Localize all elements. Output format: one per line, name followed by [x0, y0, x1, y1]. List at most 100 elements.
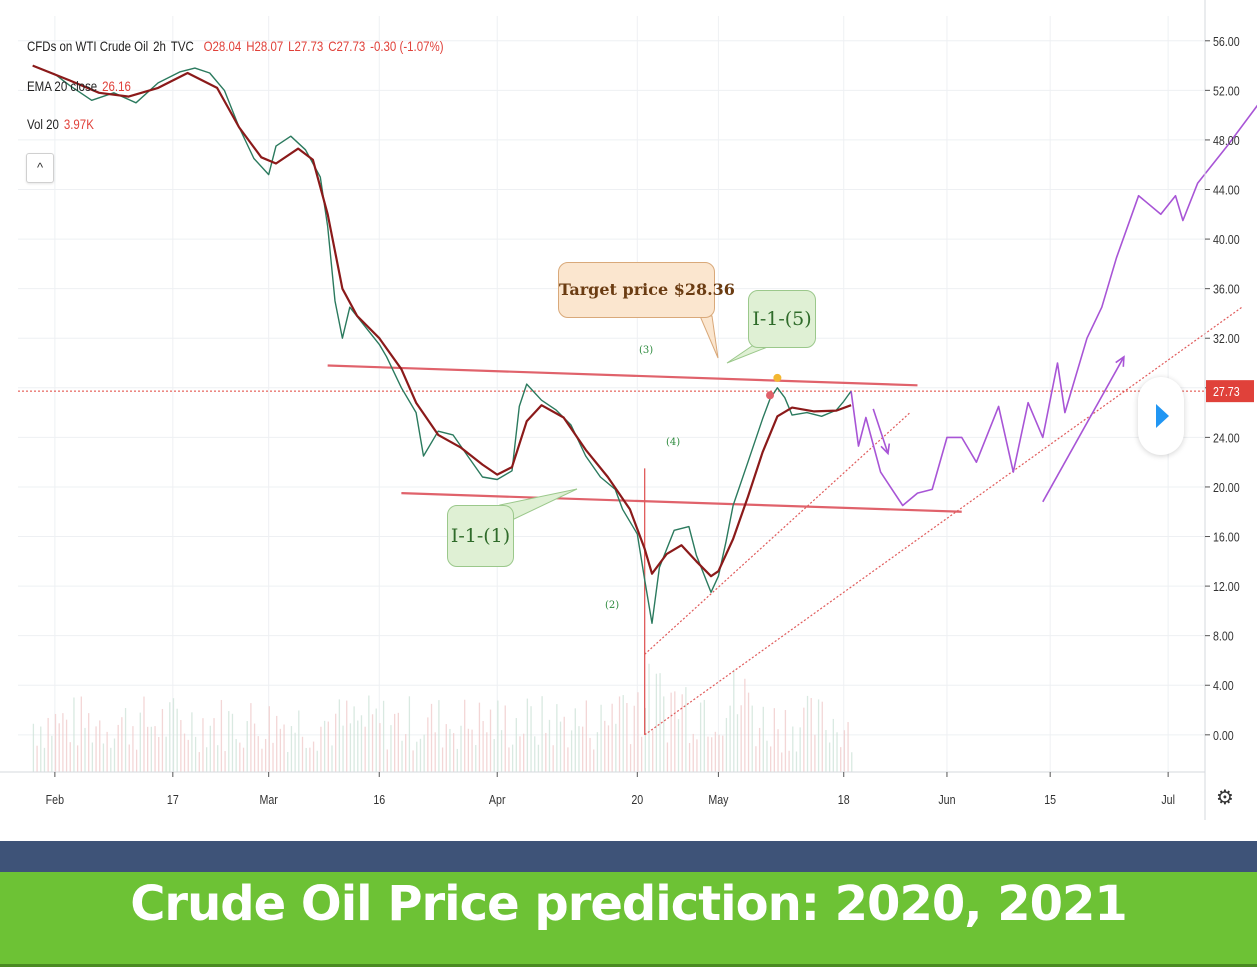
- volume-bar: [832, 718, 834, 772]
- volume-bar: [482, 721, 484, 772]
- volume-bar: [147, 726, 149, 772]
- time-tick-label: 17: [167, 792, 179, 807]
- volume-bar: [54, 713, 57, 772]
- volume-bar: [843, 730, 846, 772]
- volume-bar: [301, 736, 304, 772]
- volume-bar: [357, 720, 359, 772]
- volume-bar: [744, 678, 746, 772]
- volume-bar: [47, 717, 49, 772]
- time-tick-label: 18: [838, 792, 850, 807]
- volume-bar: [755, 746, 757, 772]
- volume-bar: [574, 708, 576, 772]
- volume-bar: [452, 733, 455, 772]
- volume-bar: [176, 708, 178, 772]
- volume-bar: [427, 717, 429, 772]
- volume-bar: [475, 745, 477, 772]
- volume-bar: [416, 741, 418, 772]
- price-tick-label: 8.00: [1213, 629, 1234, 644]
- projection-series-line: [850, 104, 1257, 507]
- volume-bar: [464, 699, 466, 772]
- volume-bar: [36, 745, 38, 772]
- volume-bar: [729, 705, 731, 772]
- time-tick-label: Apr: [489, 792, 506, 807]
- volume-bar: [397, 712, 399, 772]
- volume-bar: [593, 749, 595, 772]
- scroll-to-realtime-button[interactable]: [1138, 377, 1184, 455]
- volume-bar: [814, 734, 816, 772]
- volume-bars: [32, 663, 853, 772]
- volume-bar: [102, 743, 105, 772]
- collapse-legend-button[interactable]: ^: [26, 153, 54, 183]
- wave-3-label: (3): [639, 345, 654, 356]
- price-tick-label: 32.00: [1213, 331, 1240, 346]
- wave-marker-2: [766, 391, 775, 400]
- volume-bar: [699, 702, 702, 772]
- volume-bar: [198, 752, 200, 772]
- volume-bar: [604, 720, 606, 772]
- price-chart[interactable]: 0.00 4.00 8.00 12.00 16.00 20.00 24.00 32.00 36.…: [0, 0, 1257, 820]
- volume-bar: [747, 692, 750, 772]
- volume-bar: [268, 706, 270, 772]
- volume-bar: [99, 720, 101, 772]
- banner-title: Crude Oil Price prediction: 2020, 2021: [130, 876, 1128, 932]
- legend-open: O28.04: [203, 38, 242, 54]
- volume-bar: [784, 710, 787, 772]
- volume-bar: [552, 745, 554, 772]
- wave-1-callout: I-1-(1): [447, 505, 514, 567]
- volume-bar: [828, 742, 831, 772]
- volume-bar: [183, 733, 186, 772]
- volume-bar: [349, 723, 352, 772]
- volume-bar: [696, 739, 698, 772]
- volume-bar: [681, 694, 683, 772]
- volume-bar: [257, 736, 259, 772]
- volume-bar: [500, 730, 503, 772]
- volume-bar: [430, 703, 433, 772]
- volume-bar: [312, 741, 315, 772]
- time-tick-label: 16: [373, 792, 385, 807]
- volume-bar: [276, 715, 278, 772]
- legend-interval: 2h: [153, 38, 166, 54]
- volume-bar: [206, 747, 208, 772]
- volume-bar: [335, 713, 337, 772]
- volume-bar: [298, 710, 300, 772]
- volume-bar: [360, 715, 363, 772]
- volume-bar: [139, 712, 141, 772]
- volume-bar: [478, 702, 481, 772]
- volume-bar: [714, 731, 717, 772]
- price-tick-label: 20.00: [1213, 480, 1240, 495]
- channel-line-1: [327, 364, 918, 387]
- volume-bar: [253, 723, 256, 772]
- volume-bar: [150, 726, 153, 772]
- legend-symbol: CFDs on WTI Crude Oil: [27, 38, 149, 54]
- volume-bar: [530, 706, 532, 772]
- volume-bar: [390, 725, 392, 772]
- projection-arrow-2: [1042, 356, 1125, 503]
- volume-bar: [423, 734, 425, 772]
- volume-bar: [821, 701, 823, 772]
- legend-ema-label: EMA 20 close: [27, 78, 98, 94]
- wave-2-label: (2): [605, 600, 620, 611]
- volume-bar: [493, 739, 495, 772]
- legend-ema-value: 26.16: [102, 78, 131, 94]
- drawings: [18, 306, 1243, 736]
- volume-bar: [65, 719, 68, 772]
- volume-bar: [677, 719, 680, 772]
- price-tick-label: 36.00: [1213, 282, 1240, 297]
- volume-bar: [629, 744, 632, 772]
- chart-area[interactable]: 0.00 4.00 8.00 12.00 16.00 20.00 24.00 32.00 36.…: [0, 0, 1257, 820]
- price-tick-label: 56.00: [1213, 34, 1240, 49]
- volume-bar: [840, 747, 842, 772]
- channel-line-2: [401, 492, 962, 513]
- volume-bar: [703, 699, 705, 772]
- volume-bar: [471, 729, 473, 772]
- volume-bar: [556, 704, 558, 772]
- volume-bar: [379, 723, 381, 772]
- gear-icon[interactable]: ⚙: [1216, 785, 1234, 809]
- volume-bar: [725, 717, 728, 772]
- volume-bar: [456, 748, 458, 772]
- volume-bar: [648, 663, 650, 772]
- play-arrow-icon: [1156, 404, 1169, 428]
- volume-bar: [537, 744, 540, 772]
- volume-bar: [364, 726, 366, 772]
- volume-bar: [338, 699, 341, 772]
